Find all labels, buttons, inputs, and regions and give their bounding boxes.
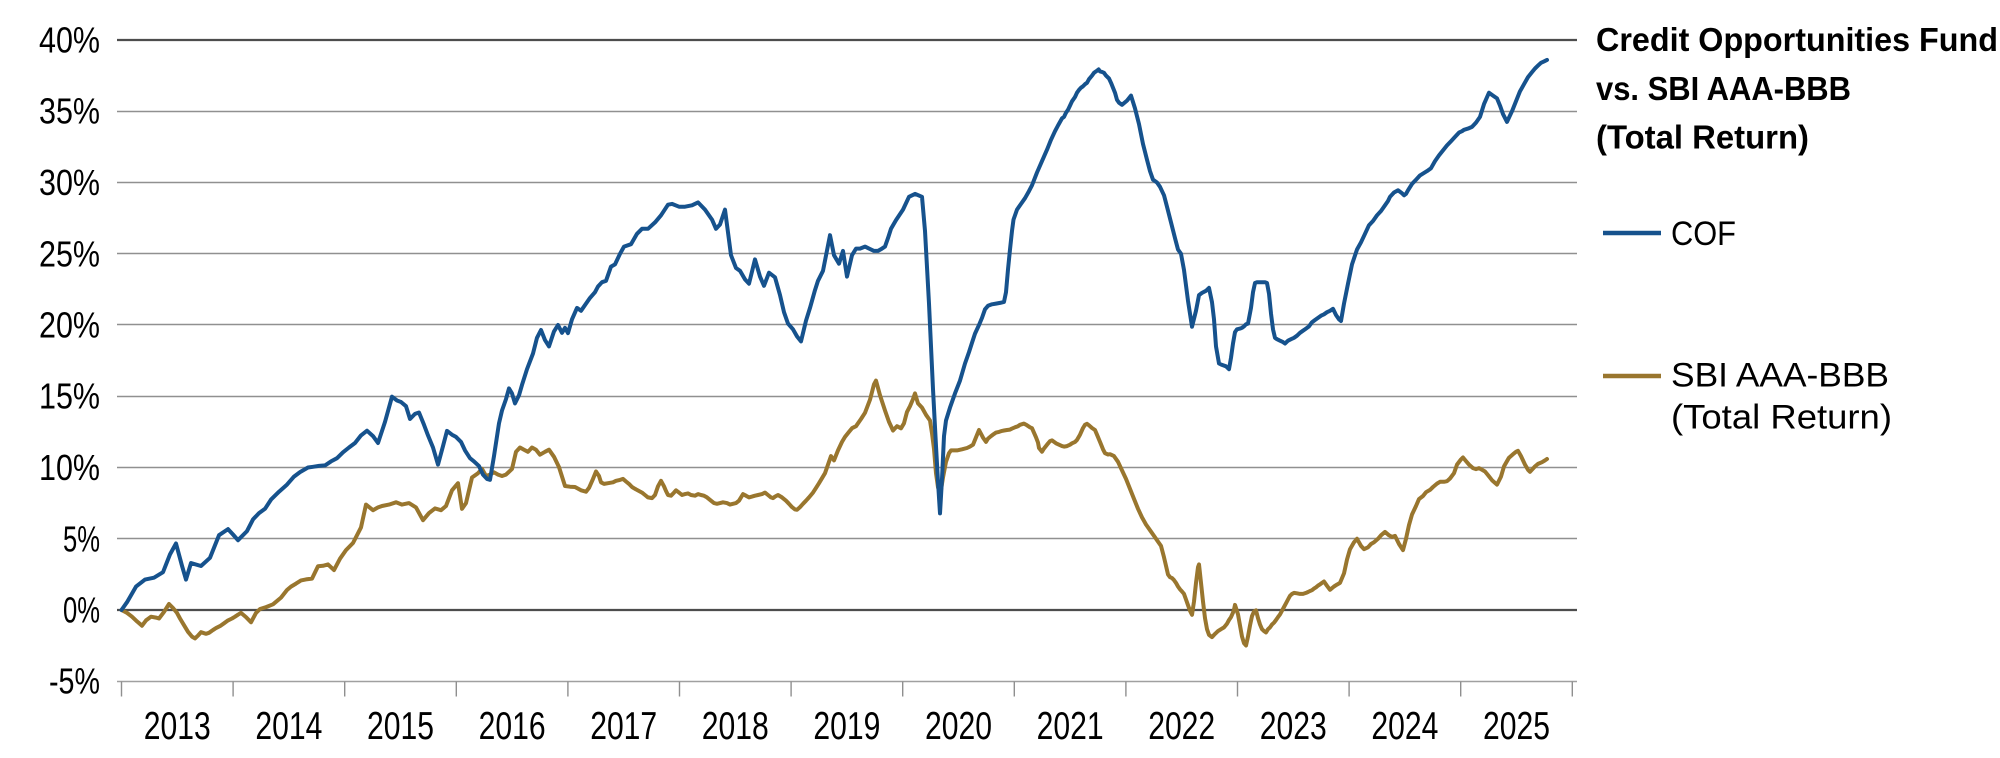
svg-text:2018: 2018 — [702, 705, 769, 748]
svg-text:20%: 20% — [39, 305, 100, 346]
svg-text:2013: 2013 — [144, 705, 211, 748]
svg-text:2021: 2021 — [1037, 705, 1104, 748]
svg-text:2015: 2015 — [367, 705, 434, 748]
svg-text:COF: COF — [1671, 215, 1736, 253]
svg-text:40%: 40% — [39, 20, 100, 61]
svg-text:15%: 15% — [39, 376, 100, 417]
svg-text:2022: 2022 — [1148, 705, 1215, 748]
svg-text:2019: 2019 — [813, 705, 880, 748]
svg-text:(Total Return): (Total Return) — [1596, 119, 1809, 156]
svg-text:2023: 2023 — [1260, 705, 1327, 748]
svg-text:2020: 2020 — [925, 705, 992, 748]
svg-text:2024: 2024 — [1371, 705, 1438, 748]
svg-text:2016: 2016 — [479, 705, 546, 748]
svg-text:SBI AAA-BBB: SBI AAA-BBB — [1671, 357, 1889, 395]
svg-text:Credit Opportunities Fund: Credit Opportunities Fund — [1596, 21, 1998, 58]
svg-text:0%: 0% — [63, 590, 100, 631]
svg-text:5%: 5% — [63, 518, 100, 559]
svg-text:35%: 35% — [39, 91, 100, 132]
svg-text:2025: 2025 — [1483, 705, 1550, 748]
svg-text:(Total Return): (Total Return) — [1671, 399, 1892, 437]
svg-text:25%: 25% — [39, 233, 100, 274]
svg-text:2017: 2017 — [590, 705, 657, 748]
svg-text:30%: 30% — [39, 162, 100, 203]
svg-text:10%: 10% — [39, 447, 100, 488]
svg-text:2014: 2014 — [255, 705, 322, 748]
svg-text:-5%: -5% — [49, 661, 100, 702]
svg-text:vs. SBI AAA-BBB: vs. SBI AAA-BBB — [1596, 70, 1851, 107]
